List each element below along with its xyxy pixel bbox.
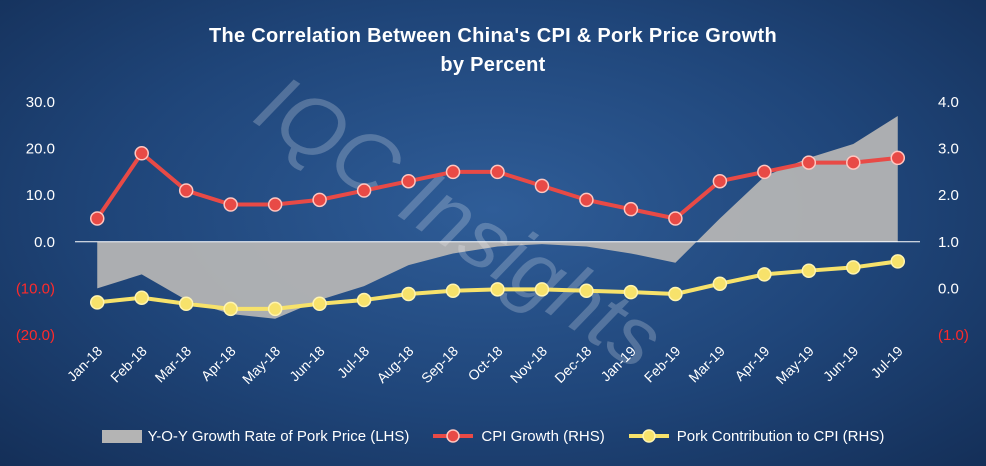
point-cpi	[534, 178, 550, 194]
legend-item-cpi: CPI Growth (RHS)	[431, 427, 605, 445]
category-tick-label: Jun-18	[286, 343, 328, 385]
point-pork-contribution	[890, 254, 906, 269]
chart-title-block: The Correlation Between China's CPI & Po…	[0, 22, 986, 80]
point-pork-contribution	[267, 301, 283, 317]
point-pork-contribution	[178, 296, 194, 312]
point-pork-contribution	[134, 290, 149, 305]
category-tick-label: Apr-19	[731, 343, 772, 384]
point-cpi	[89, 211, 105, 226]
legend-label: CPI Growth (RHS)	[481, 427, 605, 445]
legend-item-pork-price: Y-O-Y Growth Rate of Pork Price (LHS)	[101, 427, 410, 445]
category-tick-label: Sep-18	[418, 343, 461, 386]
left-axis-tick-label: (20.0)	[16, 327, 55, 344]
category-tick-label: Aug-18	[373, 343, 416, 386]
point-cpi	[846, 155, 861, 170]
point-pork-contribution	[801, 263, 817, 278]
point-cpi	[356, 183, 372, 198]
point-pork-contribution	[757, 267, 772, 282]
left-axis-tick-label: (10.0)	[16, 280, 55, 297]
point-pork-contribution	[445, 283, 461, 298]
point-pork-contribution	[579, 283, 594, 298]
category-tick-label: Oct-18	[465, 343, 506, 384]
category-tick-label: Mar-19	[685, 343, 728, 386]
legend-swatch-cpi	[433, 429, 474, 443]
category-tick-label: Jul-19	[868, 343, 906, 381]
legend-label: Pork Contribution to CPI (RHS)	[676, 427, 885, 445]
category-tick-label: May-19	[773, 343, 817, 387]
right-axis-tick-label: 3.0	[938, 141, 959, 158]
series-area-pork-price	[97, 115, 898, 319]
point-pork-contribution	[534, 282, 550, 297]
category-tick-label: Mar-18	[152, 343, 195, 386]
point-cpi	[490, 164, 505, 180]
point-cpi	[445, 164, 461, 180]
point-pork-contribution	[846, 260, 861, 275]
legend-swatch-area	[101, 429, 142, 443]
watermark-text: IQC Insights	[240, 56, 679, 387]
right-axis-tick-label: 4.0	[938, 94, 959, 111]
point-pork-contribution	[712, 276, 728, 291]
left-axis-tick-label: 10.0	[26, 187, 55, 204]
right-axis-tick-label: 1.0	[938, 234, 959, 251]
category-tick-label: Jul-18	[334, 343, 372, 381]
point-cpi	[712, 173, 728, 189]
point-cpi	[312, 192, 327, 208]
point-pork-contribution	[623, 284, 639, 300]
point-cpi	[623, 201, 639, 217]
point-pork-contribution	[668, 286, 683, 302]
right-axis-tick-label: 0.0	[938, 280, 959, 297]
left-axis-tick-label: 20.0	[26, 141, 55, 158]
legend-label: Y-O-Y Growth Rate of Pork Price (LHS)	[147, 427, 410, 445]
point-cpi	[223, 197, 238, 212]
point-pork-contribution	[490, 282, 505, 297]
point-cpi	[757, 164, 772, 180]
point-cpi	[668, 211, 683, 226]
point-pork-contribution	[89, 295, 105, 310]
left-axis-tick-label: 0.0	[34, 234, 55, 251]
point-cpi	[579, 192, 594, 208]
legend-item-pork-contribution: Pork Contribution to CPI (RHS)	[627, 427, 885, 445]
category-tick-label: May-18	[239, 343, 283, 387]
right-axis-tick-label: (1.0)	[938, 327, 969, 344]
point-pork-contribution	[401, 286, 416, 302]
point-cpi	[267, 197, 283, 212]
point-pork-contribution	[223, 301, 238, 317]
category-tick-label: Nov-18	[507, 343, 550, 386]
category-tick-label: Jun-19	[820, 343, 862, 385]
point-pork-contribution	[312, 296, 327, 312]
point-cpi	[401, 173, 416, 189]
left-axis-tick-label: 30.0	[26, 94, 55, 111]
category-tick-label: Feb-18	[107, 343, 150, 386]
legend-swatch-pork-contribution	[628, 429, 669, 443]
point-pork-contribution	[356, 292, 372, 308]
point-cpi	[134, 146, 149, 161]
point-cpi	[890, 150, 906, 166]
point-cpi	[178, 183, 194, 198]
chart-subtitle: by Percent	[440, 54, 546, 76]
category-tick-label: Apr-18	[198, 343, 239, 384]
category-tick-label: Jan-18	[64, 343, 106, 385]
chart-title: The Correlation Between China's CPI & Po…	[208, 25, 778, 47]
right-axis-tick-label: 2.0	[938, 187, 959, 204]
point-cpi	[801, 155, 817, 170]
chart-legend: Y-O-Y Growth Rate of Pork Price (LHS) CP…	[0, 423, 986, 449]
